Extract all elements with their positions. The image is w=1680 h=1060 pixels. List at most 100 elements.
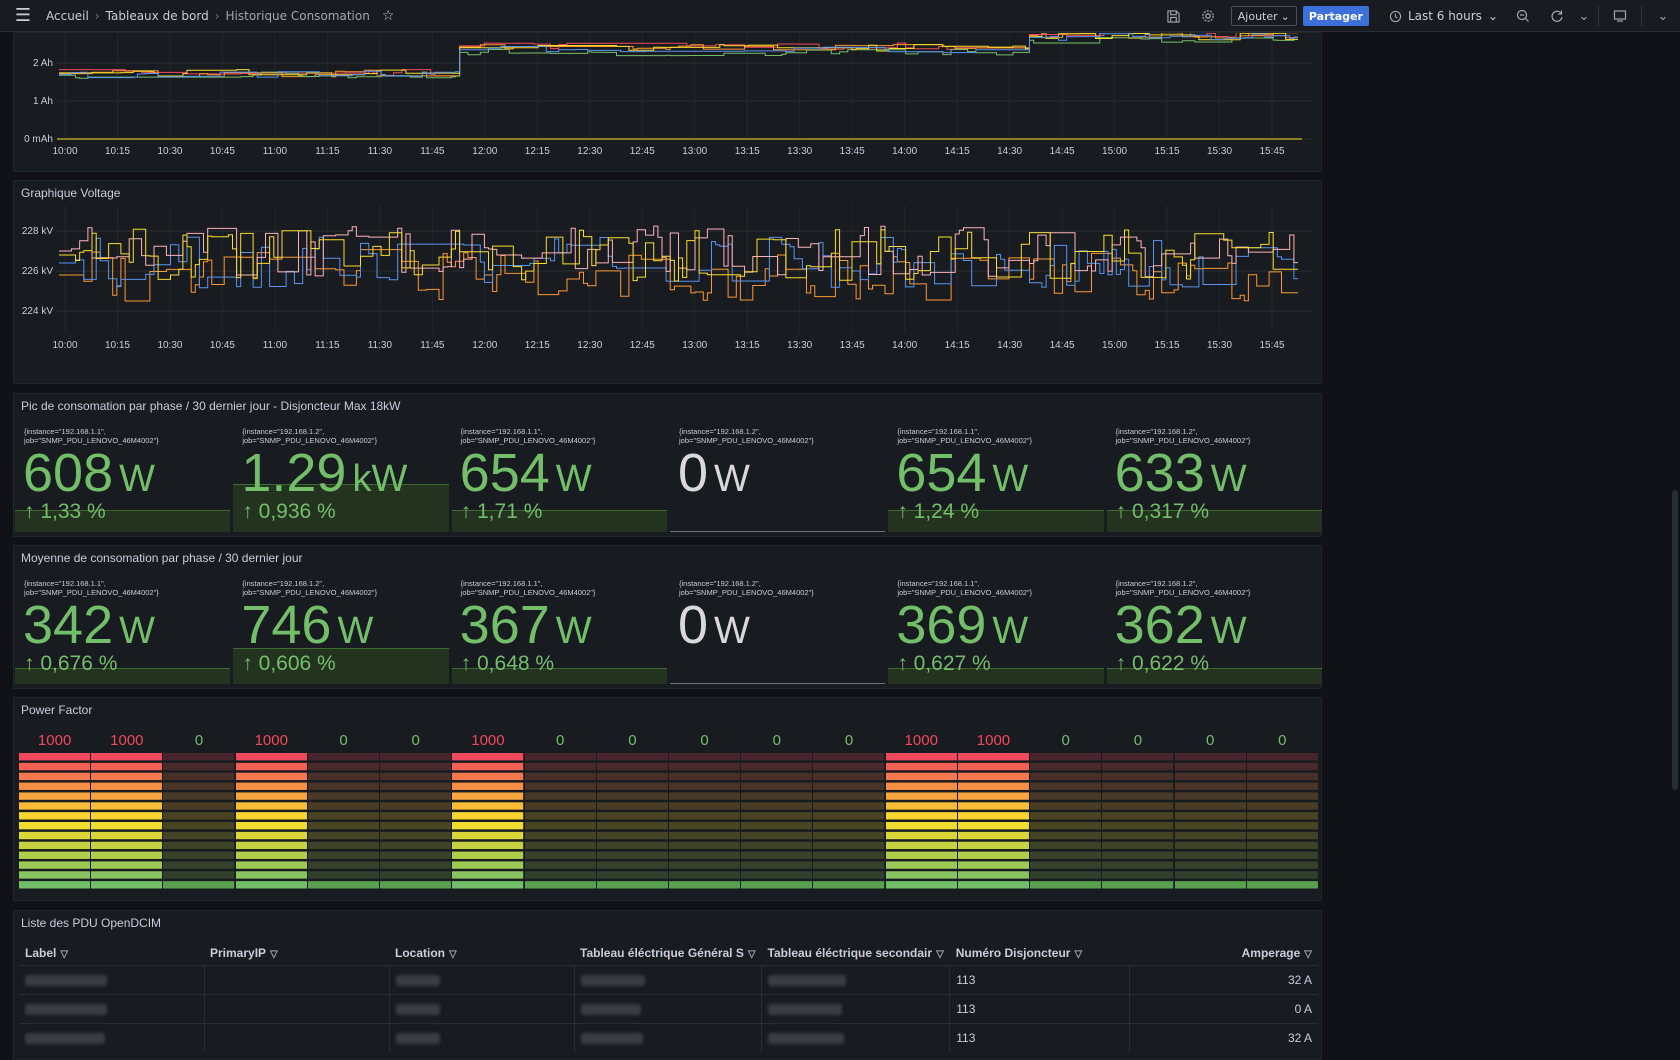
filter-icon[interactable]: ▽ (449, 948, 457, 960)
power-factor-gauge[interactable]: 0 (163, 732, 235, 890)
gauge-segment (1102, 792, 1174, 800)
star-icon[interactable]: ☆ (381, 7, 395, 24)
cell-location-redacted (389, 964, 575, 994)
power-factor-gauge[interactable]: 1000 (19, 732, 91, 890)
column-header-tableau-general[interactable]: Tableau éléctrique Général S ▽ (574, 941, 762, 965)
gauge-segment (452, 831, 524, 840)
gauge-segment (1102, 802, 1174, 810)
gauge-bar (1102, 753, 1174, 889)
power-factor-gauge[interactable]: 0 (380, 732, 452, 890)
power-factor-gauge[interactable]: 0 (1174, 732, 1246, 890)
power-factor-gauge[interactable]: 0 (1102, 732, 1174, 890)
gauge-segment (1030, 812, 1102, 820)
stat-tile[interactable]: {instance="192.168.1.1", job="SNMP_PDU_L… (451, 576, 667, 684)
stat-tile[interactable]: {instance="192.168.1.1", job="SNMP_PDU_L… (15, 424, 231, 532)
power-factor-gauge[interactable]: 0 (307, 732, 380, 890)
stat-tile[interactable]: {instance="192.168.1.1", job="SNMP_PDU_L… (15, 576, 231, 684)
power-factor-gauge[interactable]: 0 (813, 732, 885, 890)
power-factor-gauge[interactable]: 1000 (885, 732, 957, 890)
cell-location-redacted (389, 1022, 575, 1052)
tv-mode-icon[interactable] (1603, 0, 1637, 32)
filter-icon[interactable]: ▽ (1304, 948, 1312, 960)
power-factor-gauge[interactable]: 1000 (957, 732, 1030, 890)
breadcrumb-separator-icon: › (214, 8, 220, 23)
gauge-segment (1174, 831, 1246, 840)
column-header-disjoncteur[interactable]: Numéro Disjoncteur ▽ (950, 941, 1130, 965)
time-range-picker[interactable]: Last 6 hours ⌄ (1381, 9, 1506, 23)
gauge-value: 1000 (37, 732, 72, 749)
column-header-amperage[interactable]: Amperage ▽ (1130, 941, 1318, 965)
zoom-out-icon[interactable] (1506, 0, 1540, 32)
add-button[interactable]: Ajouter ⌄ (1230, 6, 1297, 26)
y-tick-label: 226 kV (22, 266, 53, 277)
settings-gear-icon[interactable] (1191, 0, 1225, 32)
filter-icon[interactable]: ▽ (270, 948, 278, 960)
stat-tile[interactable]: {instance="192.168.1.1", job="SNMP_PDU_L… (451, 424, 667, 532)
stat-tile[interactable]: {instance="192.168.1.2", job="SNMP_PDU_L… (669, 576, 886, 684)
gauge-segment (91, 753, 163, 761)
stat-tile[interactable]: {instance="192.168.1.2", job="SNMP_PDU_L… (669, 424, 886, 532)
stat-number: 608 (23, 443, 114, 503)
x-tick-label: 14:45 (1050, 146, 1075, 157)
percent-change-text: 0,622 % (1131, 652, 1210, 675)
gauge-segment (1030, 851, 1102, 859)
column-header-primaryip[interactable]: PrimaryIP ▽ (204, 941, 389, 965)
power-factor-gauge[interactable]: 0 (1246, 732, 1318, 890)
filter-icon[interactable]: ▽ (747, 948, 756, 960)
gauge-segment (741, 861, 813, 869)
refresh-icon[interactable] (1540, 0, 1574, 32)
gauge-segment (524, 792, 596, 800)
gauge-segment (163, 812, 235, 820)
power-factor-gauge[interactable]: 0 (668, 732, 741, 890)
stat-tile[interactable]: {instance="192.168.1.1", job="SNMP_PDU_L… (888, 424, 1104, 532)
column-header-location[interactable]: Location ▽ (389, 941, 574, 965)
sparkline-area (15, 510, 231, 532)
page-scrollbar[interactable] (1672, 490, 1678, 790)
power-factor-gauge[interactable]: 1000 (452, 732, 524, 890)
gauge-segment (19, 802, 91, 810)
gauge-bar (307, 753, 380, 889)
filter-icon[interactable]: ▽ (1074, 948, 1083, 960)
table-row[interactable]: 113 32 A (19, 1022, 1318, 1052)
power-factor-gauge[interactable]: 1000 (91, 732, 163, 890)
table-row[interactable]: 113 0 A (19, 993, 1318, 1023)
cell-disjoncteur: 113 (949, 1022, 1131, 1052)
power-factor-gauge[interactable]: 0 (1030, 732, 1102, 890)
stat-tile[interactable]: {instance="192.168.1.1", job="SNMP_PDU_L… (888, 576, 1104, 684)
breadcrumb-home[interactable]: Accueil (46, 8, 89, 23)
save-icon[interactable] (1157, 0, 1191, 32)
stat-tile[interactable]: {instance="192.168.1.2", job="SNMP_PDU_L… (233, 424, 449, 532)
power-factor-gauge[interactable]: 0 (524, 732, 596, 890)
stat-tile[interactable]: {instance="192.168.1.2", job="SNMP_PDU_L… (1106, 424, 1322, 532)
power-factor-gauge[interactable]: 0 (596, 732, 668, 890)
x-tick-label: 14:00 (892, 146, 917, 157)
column-header-tableau-secondaire[interactable]: Tableau éléctrique secondair ▽ (762, 941, 950, 965)
gauge-value: 0 (844, 732, 854, 749)
gauge-segment (1246, 822, 1318, 830)
voltage-chart[interactable]: 228 kV 226 kV 224 kV 10:00 10:15 10:30 10:45 11… (14, 181, 1323, 385)
stat-tile[interactable]: {instance="192.168.1.2", job="SNMP_PDU_L… (1106, 576, 1322, 684)
power-factor-gauge[interactable]: 1000 (235, 732, 307, 890)
gauge-segment (741, 851, 813, 859)
collapse-chevron-icon[interactable]: ⌄ (1657, 8, 1669, 24)
refresh-interval-chevron-icon[interactable]: ⌄ (1578, 8, 1590, 24)
filter-icon[interactable]: ▽ (936, 948, 944, 960)
x-tick-label: 14:15 (945, 340, 970, 351)
x-tick-label: 14:15 (945, 146, 970, 157)
table-row[interactable]: 113 32 A (19, 964, 1318, 994)
stat-percent-change: ↑ 0,317 % (1116, 500, 1209, 524)
power-factor-gauge[interactable]: 0 (741, 732, 813, 890)
x-tick-label: 15:15 (1155, 146, 1180, 157)
stat-tile[interactable]: {instance="192.168.1.2", job="SNMP_PDU_L… (233, 576, 449, 684)
percent-change-text: 0,317 % (1131, 500, 1210, 523)
x-tick-label: 13:15 (735, 340, 760, 351)
gauge-bar (19, 753, 91, 889)
column-header-label[interactable]: Label ▽ (19, 941, 204, 965)
menu-icon[interactable]: ☰ (14, 5, 32, 26)
breadcrumb-dashboards[interactable]: Tableaux de bord (105, 8, 209, 23)
share-button[interactable]: Partager (1302, 6, 1369, 26)
gauge-value: 0 (1205, 732, 1215, 749)
filter-icon[interactable]: ▽ (60, 948, 69, 960)
